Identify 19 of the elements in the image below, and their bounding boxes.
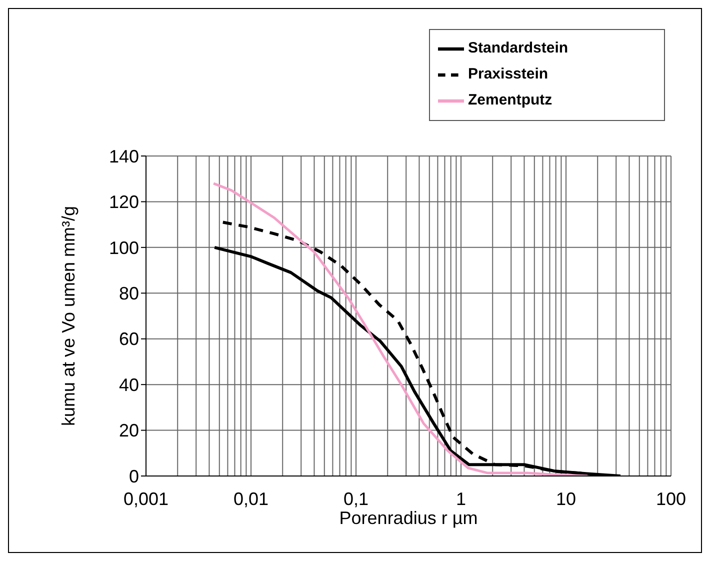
y-tick-label: 140 [108,146,139,166]
y-tick-label: 120 [108,192,139,212]
legend-label: Standardstein [468,40,568,57]
y-tick-label: 60 [118,329,139,350]
x-tick-label: 0,1 [343,488,369,509]
x-tick-label: 1 [456,488,466,509]
x-tick-label: 0,001 [123,488,169,509]
x-axis-title: Porenradius r µm [339,508,478,528]
y-tick-label: 20 [118,420,139,441]
y-tick-label: 100 [108,238,139,258]
x-tick-label: 10 [556,488,576,509]
x-tick-label: 0,01 [233,488,269,509]
y-tick-label: 0 [128,466,139,486]
legend-label: Zementputz [468,92,552,109]
y-tick-label: 80 [118,284,139,304]
legend-label: Praxisstein [468,66,548,83]
y-tick-label: 40 [118,374,139,395]
y-axis-title: kumu at ve Vo umen mm³/g [58,206,78,426]
x-tick-label: 100 [656,488,686,509]
